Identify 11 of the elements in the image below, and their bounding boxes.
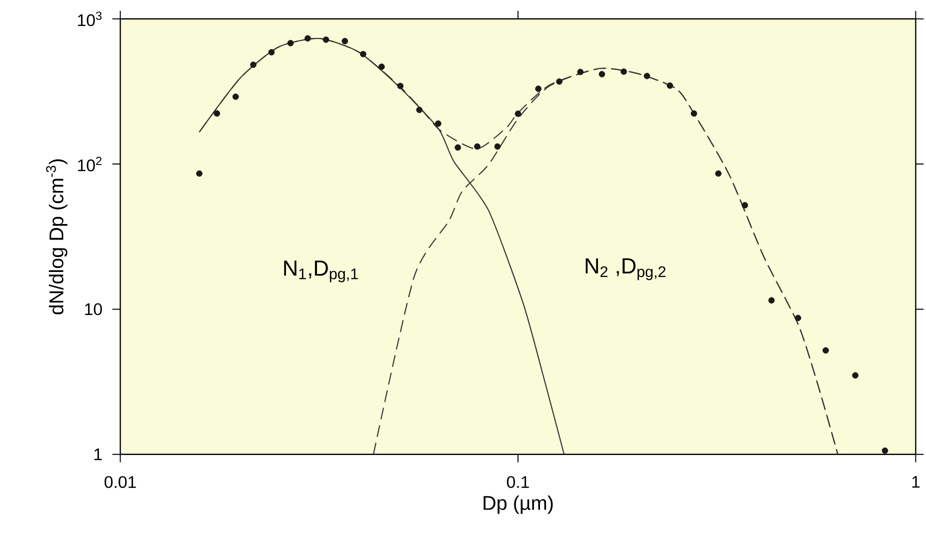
x-tick-label: 0.1 [506, 476, 529, 488]
x-tick-label: 1 [912, 476, 920, 488]
x-axis-title: Dp (µm) [484, 496, 553, 514]
annotation: N$_{2}$ ,D$_{pg,2}$ [586, 258, 666, 280]
annotation: N$_{1}$,D$_{pg,1}$ [284, 260, 358, 282]
y-tick-label: 1 [94, 448, 102, 460]
y-tick-label: 10 [85, 303, 102, 316]
y-axis-title: dN/dlog Dp (cm$^{-3}$) [46, 159, 68, 314]
y-tick-label: 10$^{2}$ [78, 156, 102, 172]
y-tick-label: 10$^{3}$ [78, 12, 102, 26]
x-tick-label: 0.01 [104, 476, 136, 488]
